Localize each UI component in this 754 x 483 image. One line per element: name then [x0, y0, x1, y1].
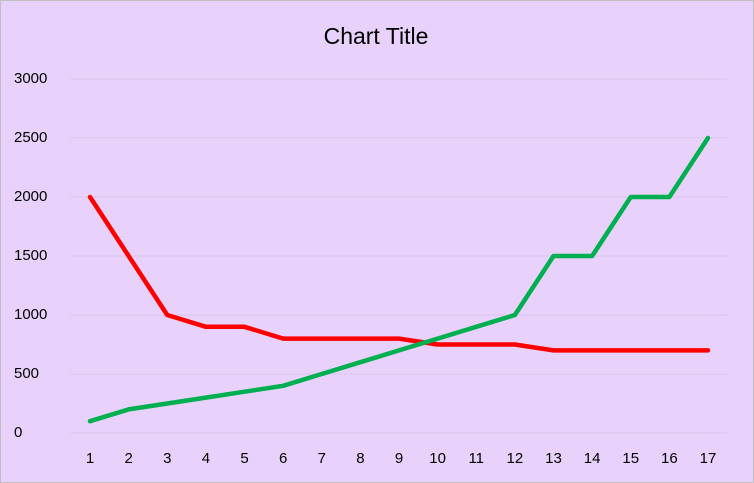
- x-tick-label: 10: [429, 450, 446, 467]
- x-tick-label: 3: [163, 450, 171, 467]
- x-tick-label: 12: [507, 450, 524, 467]
- y-tick-label: 1000: [14, 306, 47, 323]
- chart-title: Chart Title: [324, 23, 429, 49]
- x-tick-label: 13: [545, 450, 562, 467]
- y-tick-label: 500: [14, 365, 39, 382]
- x-tick-label: 7: [318, 450, 326, 467]
- x-tick-label: 2: [124, 450, 132, 467]
- x-tick-label: 9: [395, 450, 403, 467]
- x-tick-label: 8: [356, 450, 364, 467]
- y-tick-label: 1500: [14, 247, 47, 264]
- x-tick-label: 4: [202, 450, 210, 467]
- y-tick-label: 2500: [14, 129, 47, 146]
- x-tick-label: 17: [700, 450, 717, 467]
- x-tick-label: 15: [622, 450, 639, 467]
- line-series: [87, 194, 711, 353]
- y-tick-label: 0: [14, 424, 22, 441]
- x-tick-label: 14: [584, 450, 601, 467]
- x-tick-label: 5: [240, 450, 248, 467]
- line-series: [87, 135, 711, 424]
- y-tick-label: 2000: [14, 188, 47, 205]
- y-tick-label: 3000: [14, 70, 47, 87]
- x-tick-label: 1: [86, 450, 94, 467]
- x-tick-label: 6: [279, 450, 287, 467]
- x-tick-label: 16: [661, 450, 678, 467]
- x-tick-label: 11: [468, 450, 484, 467]
